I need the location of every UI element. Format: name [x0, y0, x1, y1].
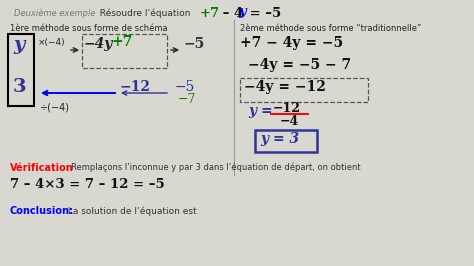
- Text: y =: y =: [248, 104, 273, 118]
- Bar: [82, 34, 167, 68]
- Text: y: y: [238, 5, 246, 18]
- Text: 2ème méthode sous forme “traditionnelle”: 2ème méthode sous forme “traditionnelle”: [240, 24, 421, 33]
- Text: y = 3: y = 3: [260, 132, 299, 146]
- Bar: [240, 78, 368, 102]
- Text: −12: −12: [273, 102, 301, 115]
- Text: −4y = −5 − 7: −4y = −5 − 7: [248, 58, 351, 72]
- Text: 1ère méthode sous forme de schéma: 1ère méthode sous forme de schéma: [10, 24, 168, 33]
- Text: y: y: [13, 36, 24, 54]
- Text: −5: −5: [175, 80, 195, 94]
- Bar: [8, 34, 34, 106]
- Bar: [255, 130, 317, 152]
- Text: −4: −4: [280, 115, 299, 128]
- Text: ÷(−4): ÷(−4): [40, 103, 70, 113]
- Text: −7: −7: [178, 93, 196, 106]
- Text: = –5: = –5: [245, 7, 281, 20]
- Text: −4y = −12: −4y = −12: [244, 80, 326, 94]
- Text: Conclusion:: Conclusion:: [10, 206, 74, 216]
- Text: +7 − 4y = −5: +7 − 4y = −5: [240, 36, 343, 50]
- Text: Deuxième exemple: Deuxième exemple: [14, 9, 95, 19]
- Text: +7: +7: [112, 35, 133, 49]
- Text: 7 – 4×3 = 7 – 12 = –5: 7 – 4×3 = 7 – 12 = –5: [10, 178, 165, 191]
- Text: −12: −12: [120, 80, 151, 94]
- Text: Résoudre l’équation: Résoudre l’équation: [94, 9, 193, 19]
- Text: ×(−4): ×(−4): [38, 38, 65, 47]
- Text: +7: +7: [200, 7, 220, 20]
- Text: 3: 3: [13, 78, 27, 96]
- Text: : Remplaçons l’inconnue y par 3 dans l’équation de départ, on obtient: : Remplaçons l’inconnue y par 3 dans l’é…: [63, 163, 361, 172]
- Text: La solution de l’équation est: La solution de l’équation est: [65, 206, 197, 215]
- Text: −5: −5: [184, 37, 205, 51]
- Text: – 4: – 4: [218, 7, 243, 20]
- Text: −4y: −4y: [84, 37, 113, 51]
- Text: Vérification: Vérification: [10, 163, 74, 173]
